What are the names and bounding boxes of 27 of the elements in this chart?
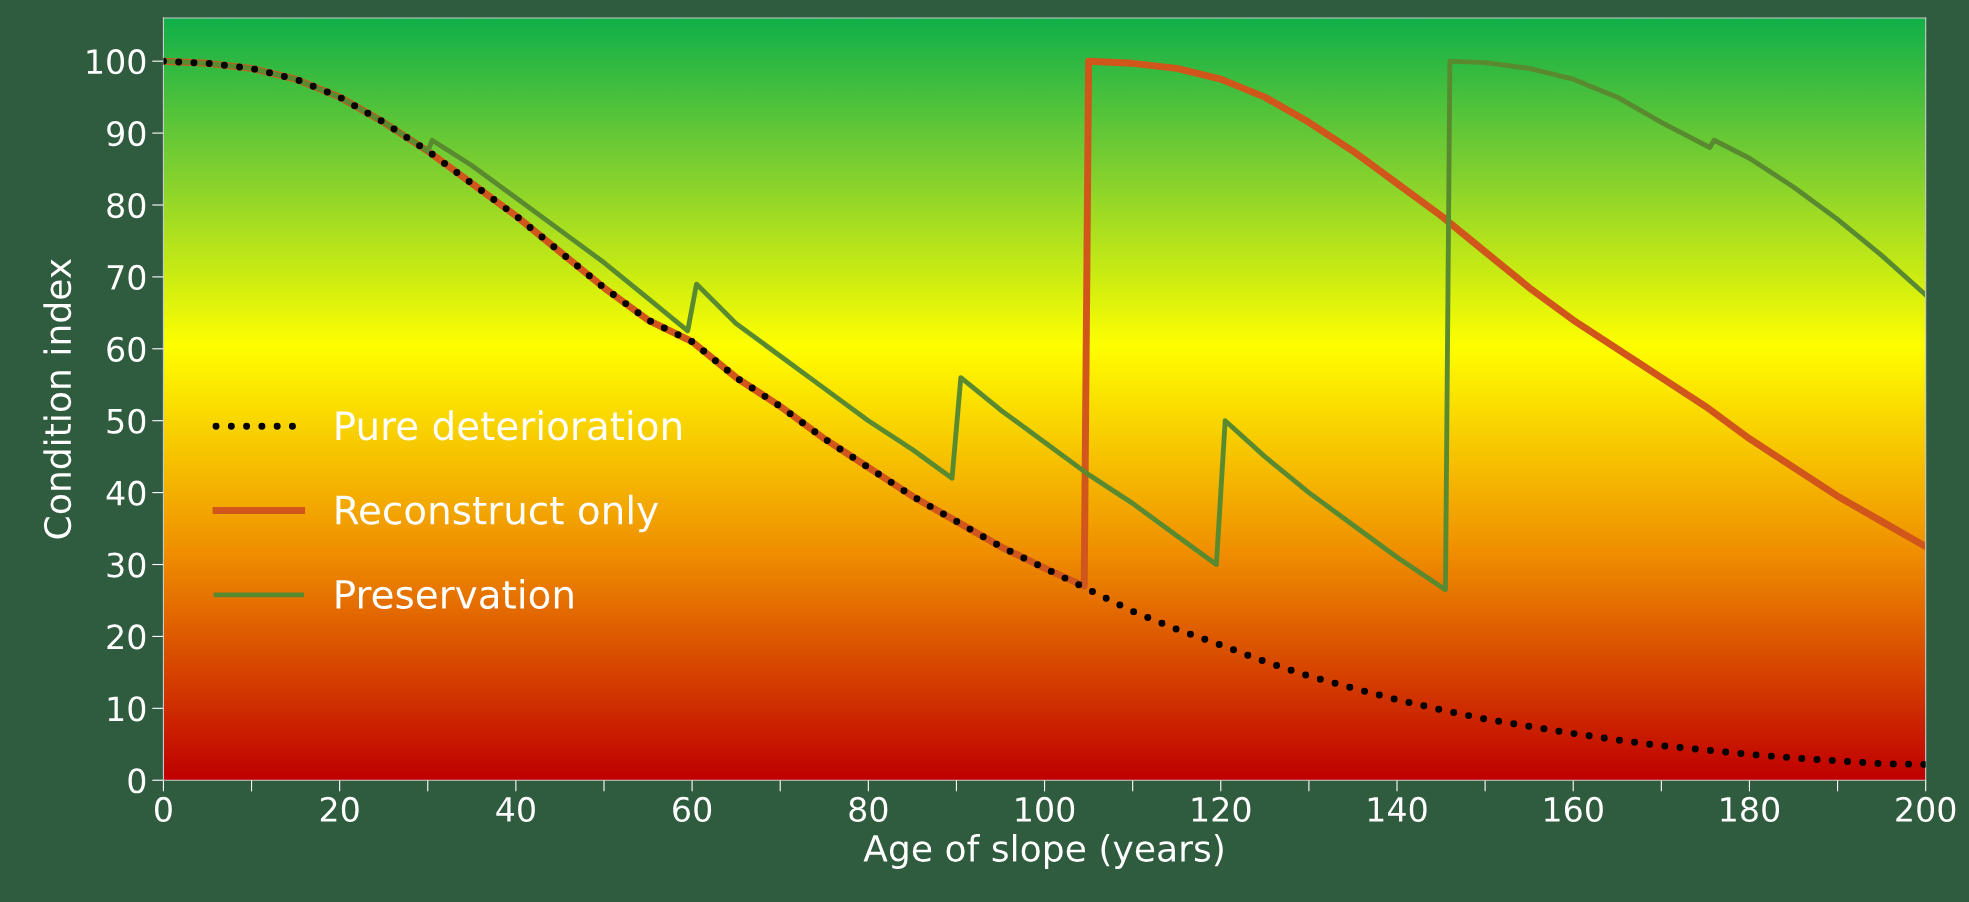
x-tick-label: 180 <box>1721 796 1780 822</box>
x-tick-label: 140 <box>1368 796 1427 822</box>
x-axis-title: Age of slope (years) <box>863 834 1223 869</box>
x-tick-label: 100 <box>1016 796 1075 822</box>
y-tick-label: 30 <box>107 552 146 578</box>
y-tick-label: 90 <box>107 121 146 147</box>
y-tick-label: 60 <box>107 336 146 362</box>
x-tick-label: 160 <box>1545 796 1603 822</box>
x-tick-label: 60 <box>673 796 712 822</box>
y-tick-label: 40 <box>106 480 146 506</box>
y-tick-label: 70 <box>107 264 146 291</box>
y-tick-label: 80 <box>107 192 146 219</box>
legend-label: Reconstruct only <box>336 494 658 533</box>
y-tick-label: 10 <box>108 696 146 722</box>
x-tick-label: 40 <box>496 796 535 822</box>
y-tick-label: 100 <box>87 49 146 75</box>
x-tick-label: 20 <box>320 796 359 822</box>
x-tick-label: 80 <box>849 796 888 822</box>
y-tick-label: 20 <box>107 624 146 650</box>
y-tick-label: 0 <box>128 768 146 794</box>
y-tick-label: 50 <box>107 408 146 434</box>
x-tick-label: 120 <box>1192 796 1251 822</box>
legend-label: Pure deterioration <box>336 410 681 441</box>
x-tick-label: 200 <box>1896 796 1956 822</box>
x-tick-label: 0 <box>155 796 172 822</box>
y-axis-title: Condition index <box>43 259 72 539</box>
legend-label: Preservation <box>336 578 573 610</box>
